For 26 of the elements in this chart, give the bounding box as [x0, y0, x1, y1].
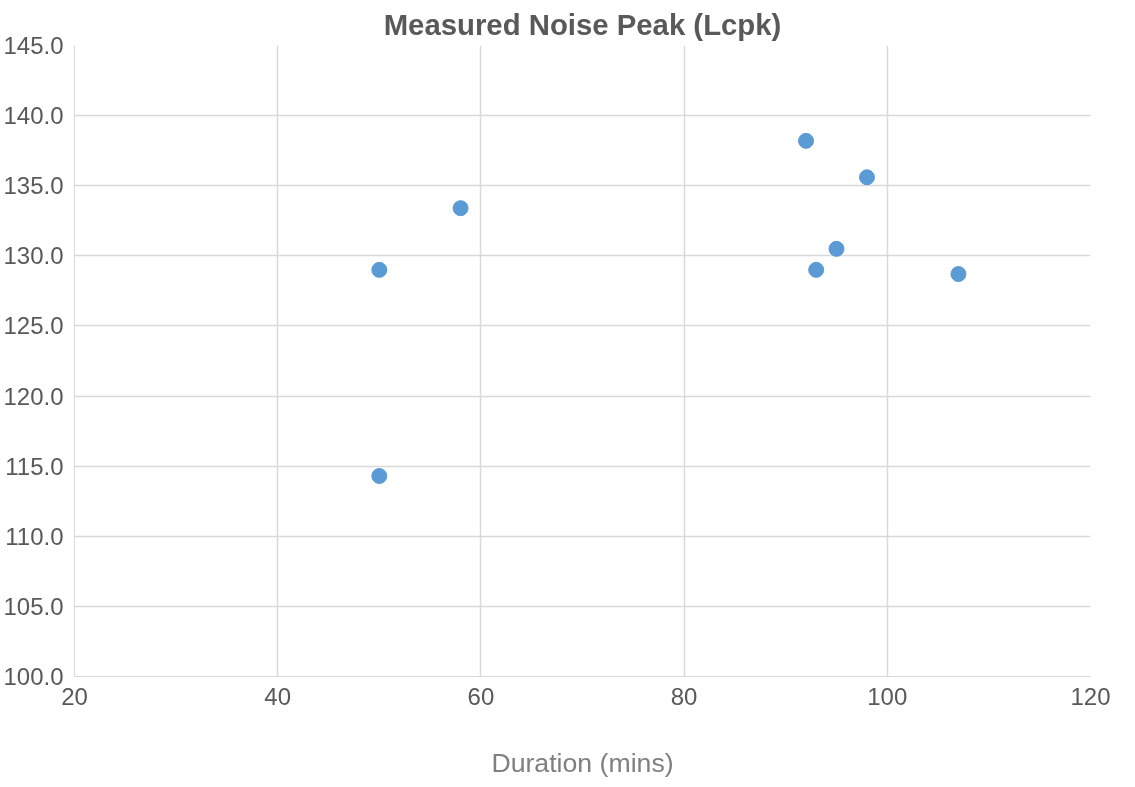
point	[371, 261, 388, 278]
x-tick-label: 80	[670, 682, 698, 710]
y-tick-label: 125.0	[3, 312, 64, 340]
x-tick-label: 20	[61, 682, 88, 710]
chart-title: Measured Noise Peak (Lcpk)	[383, 7, 782, 41]
y-tick-label: 105.0	[3, 592, 64, 620]
point	[828, 240, 845, 257]
y-tick-label: 100.0	[3, 663, 64, 690]
point	[950, 266, 967, 283]
point	[371, 468, 388, 484]
x-tick-label: 100	[867, 682, 908, 710]
y-tick-label: 115.0	[5, 452, 64, 480]
y-tick-label: 110.0	[5, 522, 64, 550]
x-tick-label: 40	[264, 682, 292, 710]
x-tick-label: 120	[1070, 682, 1111, 710]
y-tick-label: 120.0	[3, 382, 64, 410]
point	[452, 200, 469, 217]
y-tick-label: 140.0	[3, 102, 64, 130]
point	[858, 169, 875, 186]
point	[798, 132, 815, 149]
y-tick-label: 145.0	[3, 32, 64, 59]
x-axis-title: Duration (mins)	[491, 747, 674, 778]
x-tick-label: 60	[467, 682, 495, 710]
y-tick-label: 130.0	[3, 242, 64, 270]
y-tick-label: 135.0	[3, 172, 64, 200]
point	[808, 261, 825, 278]
